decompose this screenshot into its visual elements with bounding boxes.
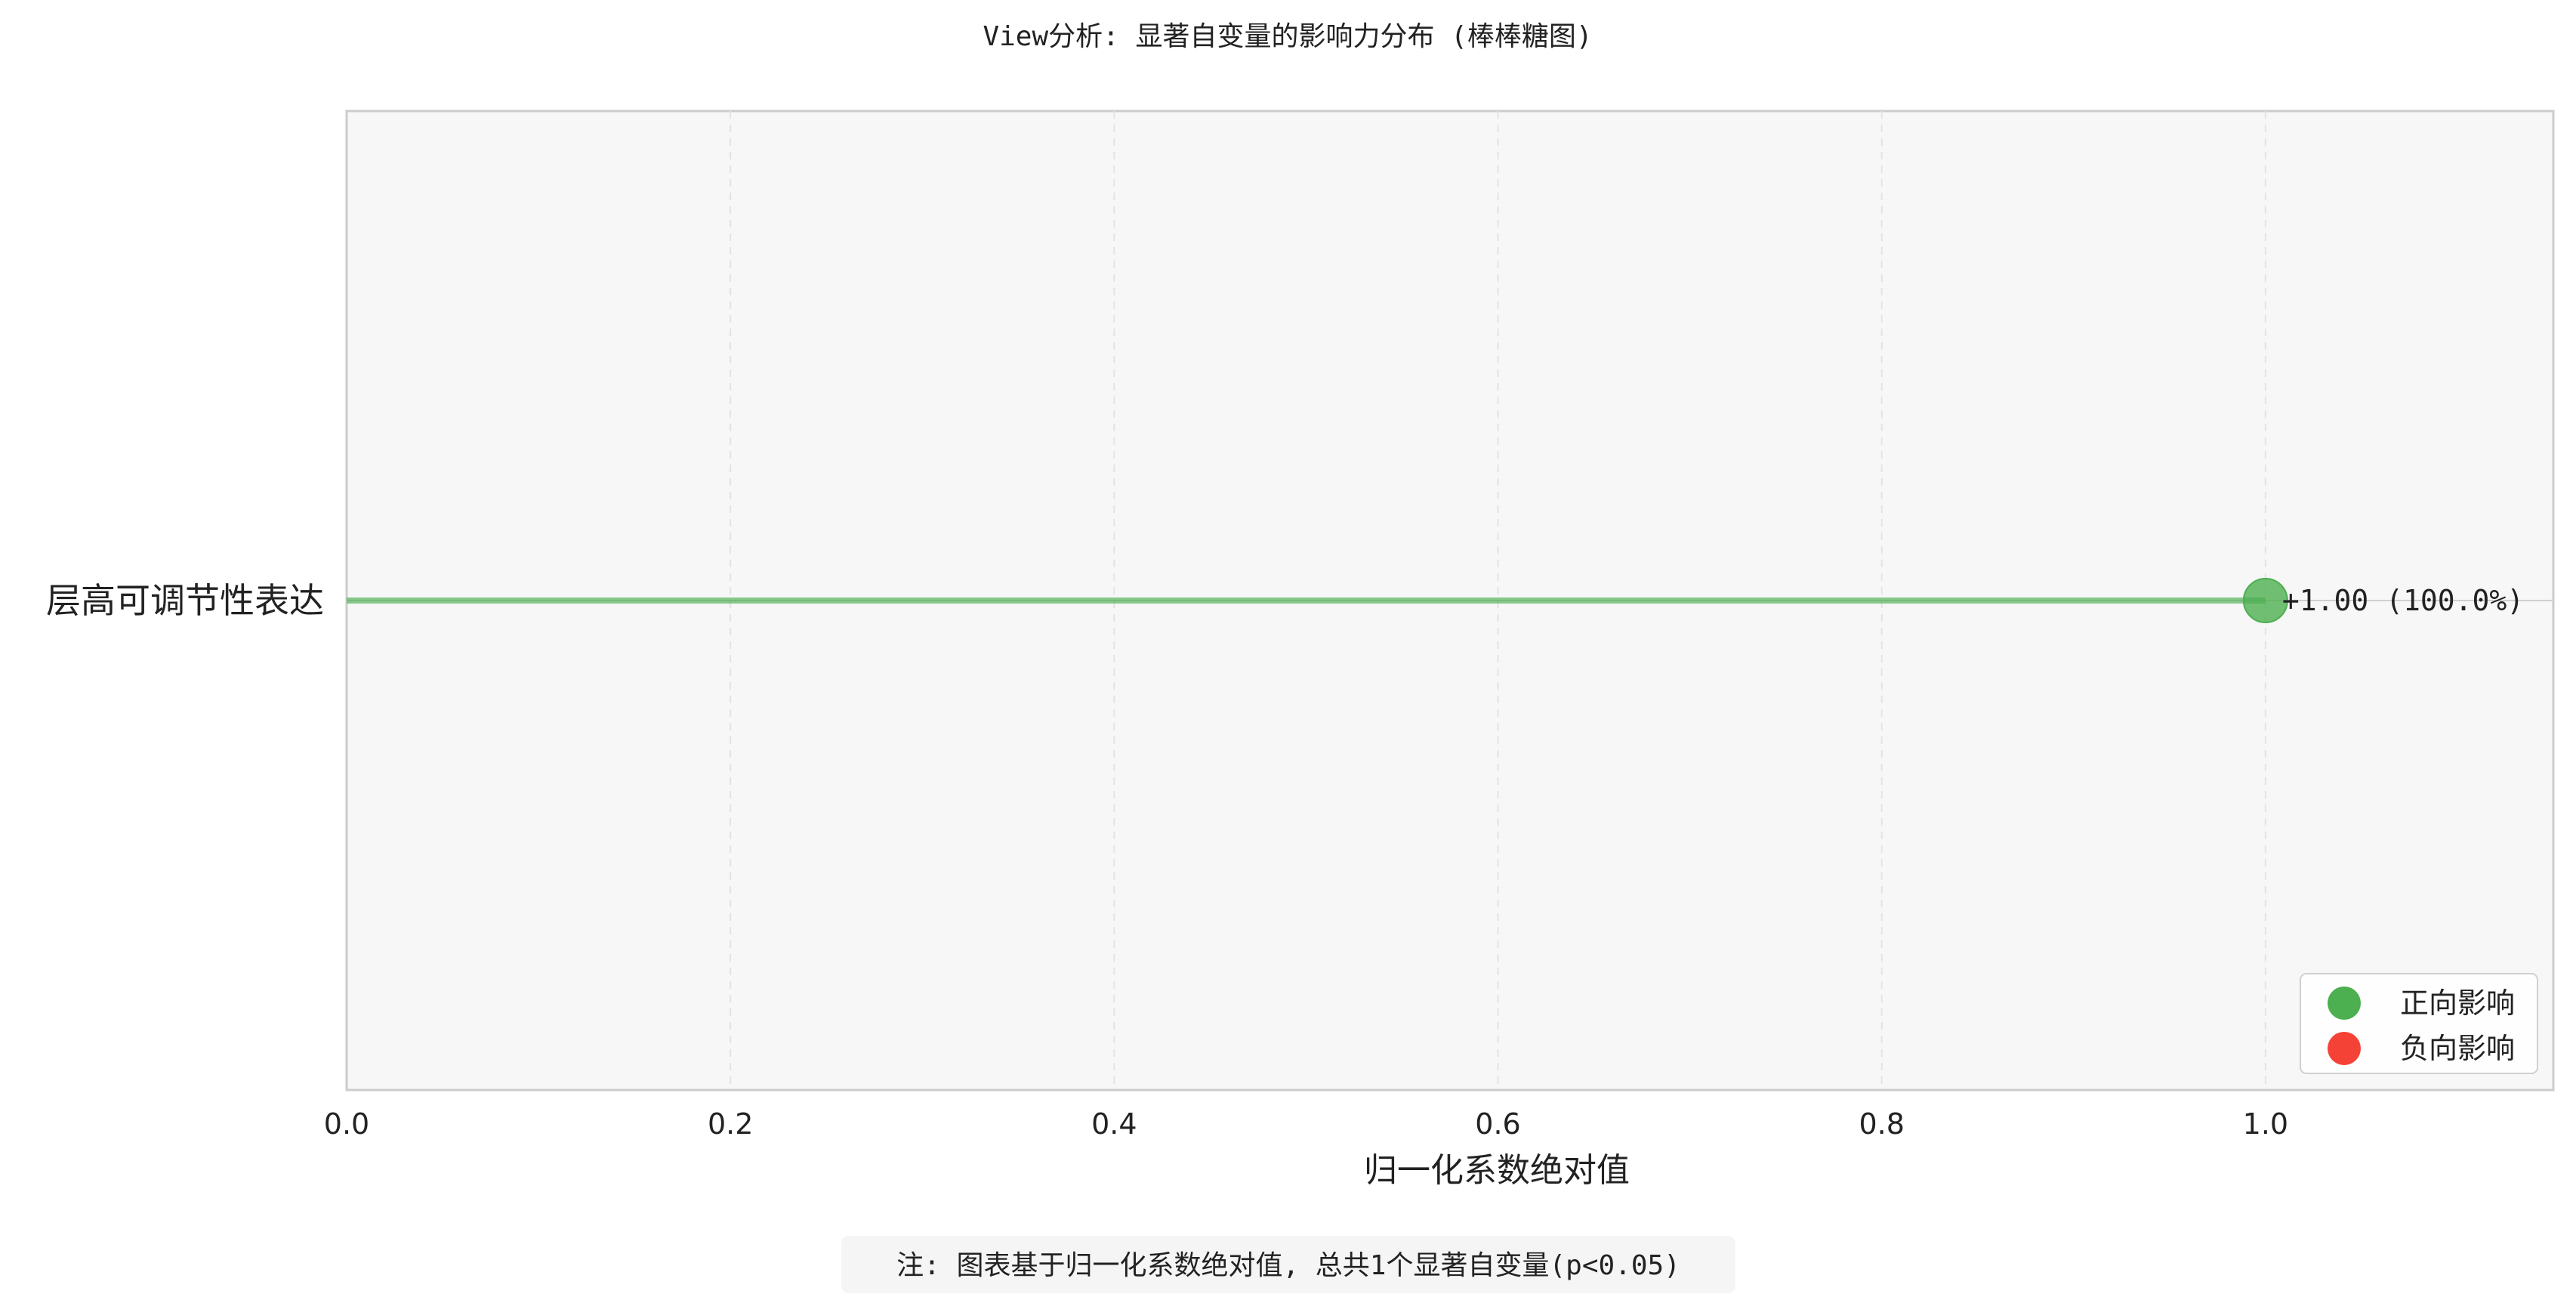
legend: 正向影响 负向影响 [2300, 973, 2538, 1074]
legend-label-negative: 负向影响 [2400, 1032, 2515, 1065]
x-tick-label: 0.2 [708, 1107, 753, 1141]
legend-marker-positive [2328, 987, 2361, 1020]
legend-label-positive: 正向影响 [2400, 987, 2515, 1020]
legend-marker-negative [2328, 1032, 2361, 1065]
x-tick-label: 0.4 [1091, 1107, 1137, 1141]
data-marks: +1.00 (100.0%) [347, 578, 2524, 623]
x-tick-label: 0.8 [1859, 1107, 1904, 1141]
lollipop-head [2242, 578, 2288, 623]
chart-title: View分析: 显著自变量的影响力分布 (棒棒糖图) [983, 21, 1592, 52]
x-tick-label: 1.0 [2243, 1107, 2288, 1141]
data-label: +1.00 (100.0%) [2282, 584, 2524, 617]
footnote: 注: 图表基于归一化系数绝对值, 总共1个显著自变量(p<0.05) [896, 1250, 1680, 1281]
x-tick-label: 0.6 [1475, 1107, 1520, 1141]
y-axis-ticks: 层高可调节性表达 [46, 580, 324, 621]
x-axis-label: 归一化系数绝对值 [1364, 1151, 1630, 1190]
x-axis-ticks: 0.0 0.2 0.4 0.6 0.8 1.0 [324, 1107, 2288, 1141]
footnote-box [841, 1236, 1735, 1293]
y-tick-label: 层高可调节性表达 [46, 580, 324, 621]
x-tick-label: 0.0 [324, 1107, 369, 1141]
